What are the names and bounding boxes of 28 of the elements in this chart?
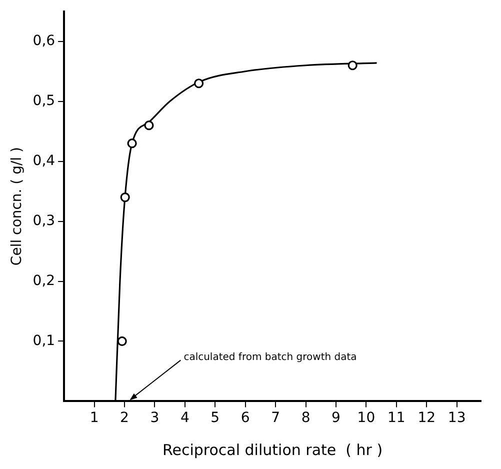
point — [348, 60, 358, 70]
x-tick-label: 11 — [387, 410, 406, 426]
point — [117, 336, 127, 346]
x-tick-label: 13 — [448, 410, 466, 426]
annotation: calculated from batch growth data — [184, 352, 357, 363]
x-tick-label: 3 — [150, 410, 160, 426]
x-tick-label: 12 — [418, 410, 436, 426]
x-tick-label: 6 — [240, 410, 250, 426]
x-tick-label: 5 — [210, 410, 220, 426]
x-tick-label: 10 — [357, 410, 376, 426]
y-tick-label: 0,6 — [32, 33, 56, 50]
y-tick-label: 0,3 — [32, 212, 56, 229]
point — [127, 138, 137, 148]
y-axis-title: Cell concn. ( g/l ) — [9, 147, 26, 266]
x-tick-label: 1 — [90, 410, 99, 426]
point — [120, 192, 130, 202]
point — [194, 78, 204, 88]
y-tick-label: 0,4 — [32, 152, 56, 169]
x-axis-title: Reciprocal dilution rate ( hr ) — [162, 440, 383, 459]
x-tick-label: 8 — [301, 410, 310, 426]
x-tick-label: 2 — [120, 410, 129, 426]
x-tick-label: 9 — [332, 410, 340, 426]
y-tick-label: 0,1 — [32, 332, 56, 349]
y-tick-label: 0,2 — [32, 272, 56, 289]
y-tick-label: 0,5 — [32, 92, 56, 109]
x-tick-label: 7 — [271, 410, 280, 426]
point — [144, 120, 154, 130]
x-tick-label: 4 — [180, 410, 190, 426]
